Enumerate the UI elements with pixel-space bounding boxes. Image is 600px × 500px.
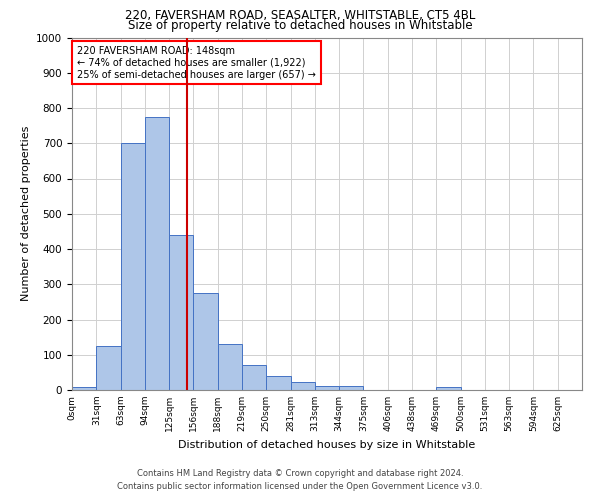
Text: 220, FAVERSHAM ROAD, SEASALTER, WHITSTABLE, CT5 4BL: 220, FAVERSHAM ROAD, SEASALTER, WHITSTAB… bbox=[125, 9, 475, 22]
Text: Size of property relative to detached houses in Whitstable: Size of property relative to detached ho… bbox=[128, 19, 472, 32]
Bar bbox=[121, 143, 145, 390]
Text: 220 FAVERSHAM ROAD: 148sqm
← 74% of detached houses are smaller (1,922)
25% of s: 220 FAVERSHAM ROAD: 148sqm ← 74% of deta… bbox=[77, 46, 316, 80]
Bar bbox=[96, 346, 121, 390]
Text: Contains HM Land Registry data © Crown copyright and database right 2024.
Contai: Contains HM Land Registry data © Crown c… bbox=[118, 470, 482, 491]
Bar bbox=[72, 387, 96, 390]
Y-axis label: Number of detached properties: Number of detached properties bbox=[20, 126, 31, 302]
X-axis label: Distribution of detached houses by size in Whitstable: Distribution of detached houses by size … bbox=[178, 440, 476, 450]
Bar bbox=[193, 293, 218, 390]
Bar bbox=[266, 376, 290, 390]
Bar bbox=[169, 235, 193, 390]
Bar bbox=[290, 382, 315, 390]
Bar bbox=[315, 386, 339, 390]
Bar bbox=[145, 117, 169, 390]
Bar bbox=[218, 344, 242, 390]
Bar bbox=[339, 386, 364, 390]
Bar bbox=[436, 387, 461, 390]
Bar bbox=[242, 366, 266, 390]
